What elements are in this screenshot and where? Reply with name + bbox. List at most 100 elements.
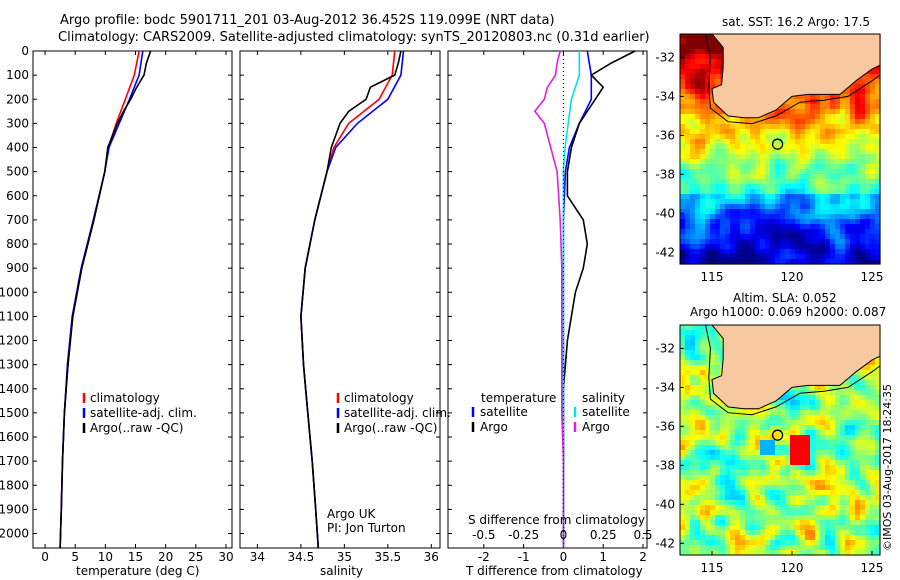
salinity-frame bbox=[239, 50, 441, 549]
temperature-series-argorawqc bbox=[59, 50, 152, 549]
depth-tick-label: 0 bbox=[21, 44, 29, 58]
salinity-legend-label: climatology bbox=[344, 391, 414, 405]
temperature-legend-label: satellite-adj. clim. bbox=[90, 406, 197, 420]
salinity-xtick-label: 34 bbox=[250, 550, 265, 564]
header-title-line1: Argo profile: bodc 5901711_201 03-Aug-20… bbox=[60, 13, 555, 28]
diff-legend-salinity-title: salinity bbox=[582, 391, 625, 405]
temperature-legend-label: climatology bbox=[90, 391, 160, 405]
difference-xtick-label: 1 bbox=[599, 550, 607, 564]
temperature-xtick-label: 5 bbox=[71, 550, 79, 564]
map-lat-label: -34 bbox=[655, 89, 675, 103]
temperature-xtick-label: 10 bbox=[98, 550, 113, 564]
temperature-xtick-label: 15 bbox=[128, 550, 143, 564]
depth-tick-label: 1900 bbox=[0, 502, 29, 516]
salinity-legend-label: Argo(..raw -QC) bbox=[344, 421, 437, 435]
depth-tick-label: 700 bbox=[6, 213, 29, 227]
map-lat-label: -40 bbox=[655, 497, 675, 511]
diff-legend-temperature-title: temperature bbox=[481, 391, 556, 405]
map-frame bbox=[679, 324, 881, 556]
argo-credit-line2: PI: Jon Turton bbox=[327, 521, 406, 535]
temperature-xtick-label: 30 bbox=[218, 550, 233, 564]
map-lon-label: 125 bbox=[861, 270, 884, 284]
salinity-axis-label: salinity bbox=[320, 564, 364, 578]
temperature-xtick-label: 25 bbox=[188, 550, 203, 564]
depth-tick-label: 1700 bbox=[0, 454, 29, 468]
depth-tick-label: 900 bbox=[6, 261, 29, 275]
temperature-legend-label: Argo(..raw -QC) bbox=[90, 421, 183, 435]
copyright-note: ©IMOS 03-Aug-2017 18:24:35 bbox=[881, 384, 894, 551]
salinity-xtick-label: 35 bbox=[337, 550, 352, 564]
map-lon-label: 115 bbox=[701, 270, 724, 284]
salinity-xtick-label: 35.5 bbox=[374, 550, 401, 564]
s-difference-tick-label: 0.5 bbox=[633, 528, 652, 542]
difference-xtick-label: -1 bbox=[518, 550, 530, 564]
land-mass bbox=[710, 33, 881, 119]
depth-tick-label: 1200 bbox=[0, 334, 29, 348]
depth-tick-label: 300 bbox=[6, 116, 29, 130]
sst-map bbox=[679, 33, 881, 265]
depth-tick-label: 1000 bbox=[0, 285, 29, 299]
salinity-legend-label: satellite-adj. clim. bbox=[344, 406, 451, 420]
depth-tick-label: 1400 bbox=[0, 382, 29, 396]
map-lon-label: 115 bbox=[701, 561, 724, 575]
map-lat-label: -34 bbox=[655, 380, 675, 394]
difference-xtick-label: 0 bbox=[560, 550, 568, 564]
depth-tick-label: 100 bbox=[6, 68, 29, 82]
header-title-line2: Climatology: CARS2009. Satellite-adjuste… bbox=[58, 30, 650, 45]
map-lat-label: -36 bbox=[655, 419, 675, 433]
map-lon-label: 120 bbox=[781, 561, 804, 575]
temperature-frame bbox=[32, 50, 233, 549]
map-lon-label: 120 bbox=[781, 270, 804, 284]
diff-legend-label: satellite bbox=[480, 405, 528, 419]
map-lat-label: -36 bbox=[655, 128, 675, 142]
diff-legend-label: Argo bbox=[480, 420, 508, 434]
map-lon-label: 125 bbox=[861, 561, 884, 575]
bathymetry-contour bbox=[705, 33, 881, 125]
sla-map bbox=[679, 324, 881, 556]
bathymetry-contour bbox=[705, 324, 881, 416]
s-difference-tick-label: 0.25 bbox=[590, 528, 617, 542]
s-difference-tick-label: -0.25 bbox=[508, 528, 539, 542]
map-lat-label: -42 bbox=[655, 245, 675, 259]
diff-legend-label: satellite bbox=[582, 405, 630, 419]
temperature-axis-label: temperature (deg C) bbox=[76, 564, 200, 578]
difference-xtick-label: 2 bbox=[639, 550, 647, 564]
s-difference-axis-label: S difference from climatology bbox=[468, 513, 645, 527]
depth-tick-label: 1800 bbox=[0, 478, 29, 492]
salinity-xtick-label: 36 bbox=[424, 550, 439, 564]
depth-tick-label: 200 bbox=[6, 92, 29, 106]
depth-tick-label: 500 bbox=[6, 165, 29, 179]
argo-position-marker bbox=[771, 138, 784, 150]
map-lat-label: -42 bbox=[655, 536, 675, 550]
map-sla-title-line2: Argo h1000: 0.069 h2000: 0.087 bbox=[690, 305, 887, 319]
argo-position-marker bbox=[771, 429, 784, 441]
map-lat-label: -40 bbox=[655, 206, 675, 220]
temperature-xtick-label: 20 bbox=[158, 550, 173, 564]
depth-tick-label: 1600 bbox=[0, 430, 29, 444]
temperature-xtick-label: 0 bbox=[41, 550, 49, 564]
salinity-xtick-label: 34.5 bbox=[288, 550, 315, 564]
depth-tick-label: 2000 bbox=[0, 527, 29, 541]
salinity-series-argorawqc bbox=[300, 50, 402, 549]
depth-tick-label: 600 bbox=[6, 189, 29, 203]
land-mass bbox=[710, 324, 881, 410]
difference-xtick-label: -2 bbox=[478, 550, 490, 564]
map-lat-label: -38 bbox=[655, 458, 675, 472]
depth-tick-label: 800 bbox=[6, 237, 29, 251]
depth-tick-label: 400 bbox=[6, 141, 29, 155]
t-difference-axis-label: T difference from climatology bbox=[466, 564, 643, 578]
map-lat-label: -32 bbox=[655, 341, 675, 355]
depth-tick-label: 1500 bbox=[0, 406, 29, 420]
argo-credit-line1: Argo UK bbox=[327, 507, 376, 521]
map-sst-title: sat. SST: 16.2 Argo: 17.5 bbox=[722, 15, 871, 29]
map-sla-title-line1: Altim. SLA: 0.052 bbox=[733, 291, 837, 305]
diff-legend-label: Argo bbox=[582, 420, 610, 434]
s-difference-tick-label: -0.5 bbox=[472, 528, 495, 542]
map-frame bbox=[679, 33, 881, 265]
depth-tick-label: 1300 bbox=[0, 358, 29, 372]
depth-tick-label: 1100 bbox=[0, 309, 29, 323]
difference-frame bbox=[447, 50, 648, 549]
map-lat-label: -32 bbox=[655, 50, 675, 64]
s-difference-tick-label: 0 bbox=[560, 528, 568, 542]
